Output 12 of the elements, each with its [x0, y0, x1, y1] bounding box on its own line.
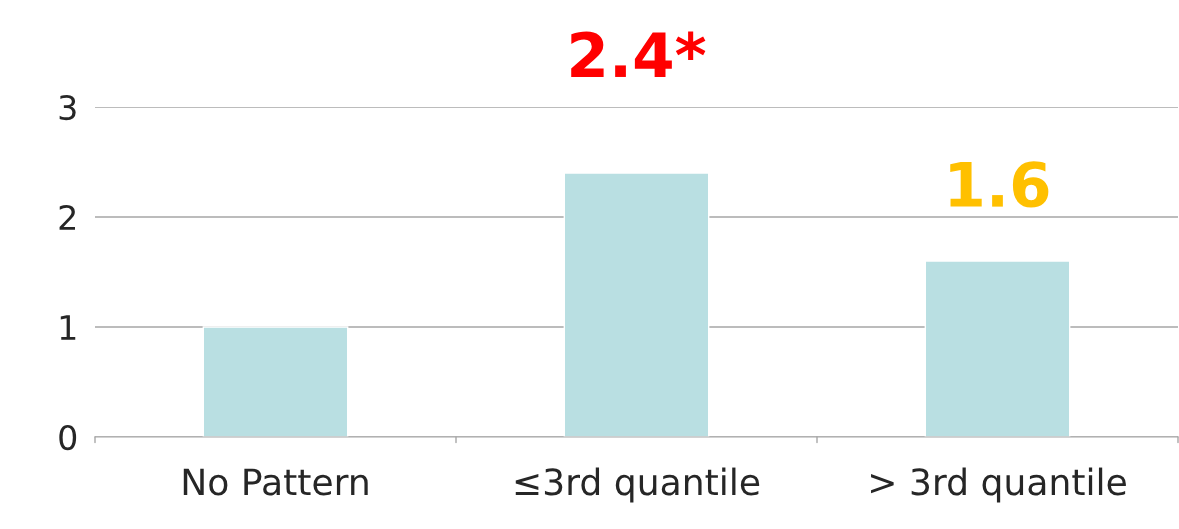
y-tick-label: 3 [59, 94, 76, 121]
bar [563, 172, 710, 437]
x-tick-label: No Pattern [183, 468, 368, 496]
y-tick-label: 0 [59, 424, 77, 451]
bar [202, 326, 349, 437]
data-label: 1.6 [950, 161, 1049, 208]
x-tick-label: ≤3rd quantile [515, 467, 760, 503]
bar [924, 260, 1071, 437]
y-tick-label: 2 [59, 204, 75, 230]
x-tick-label: > 3rd quantile [871, 467, 1126, 503]
y-tick-label: 1 [60, 315, 76, 340]
data-label: 2.4* [571, 31, 706, 77]
